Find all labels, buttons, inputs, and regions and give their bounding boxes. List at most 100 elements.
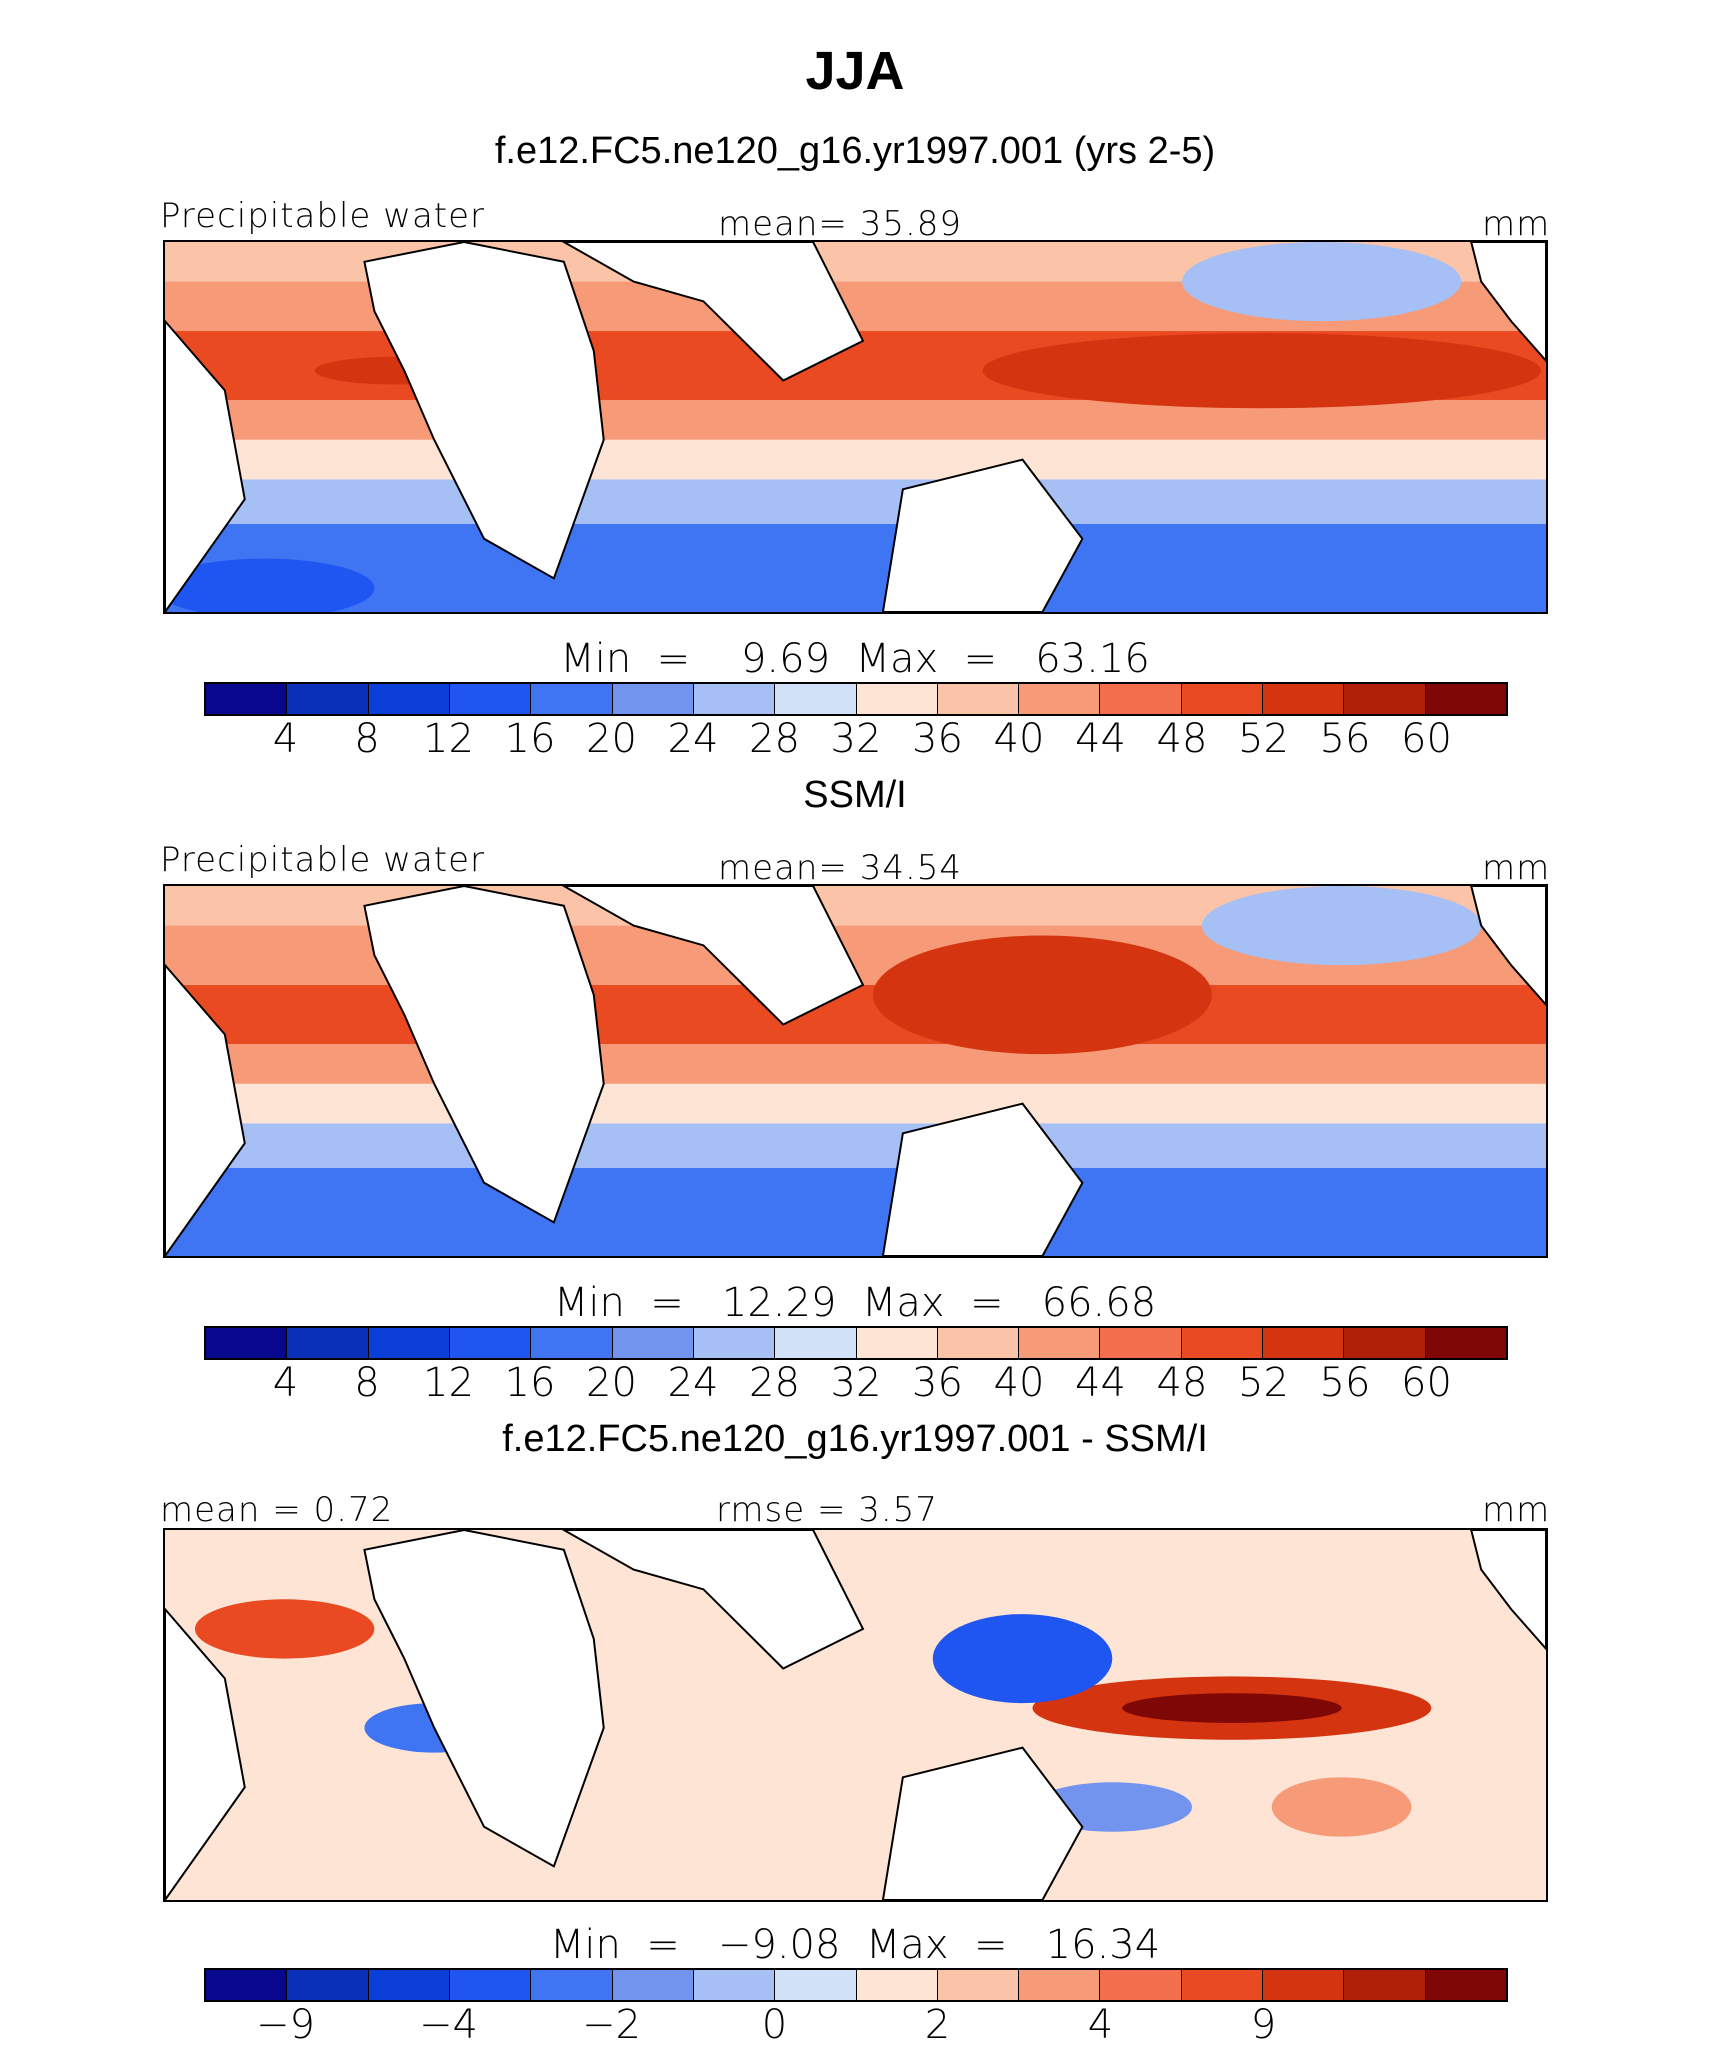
colorbar-swatch <box>449 684 532 714</box>
panel-2-ticks: 4 8 12 16 20 24 28 32 36 40 44 48 52 56 60 <box>0 1360 1710 1410</box>
colorbar-swatch <box>1344 1970 1426 2000</box>
field-feature <box>165 558 375 612</box>
panel-1-ticks: 4 8 12 16 20 24 28 32 36 40 44 48 52 56 60 <box>0 716 1710 766</box>
colorbar-swatch <box>206 684 288 714</box>
colorbar-swatch <box>1100 1970 1182 2000</box>
colorbar-tick-label: 52 <box>1238 716 1289 762</box>
colorbar-swatch <box>693 1970 776 2000</box>
panel-2-minmax: Min = 12.29 Max = 66.68 <box>553 1280 1157 1326</box>
colorbar-swatch <box>1263 1970 1345 2000</box>
colorbar-swatch <box>206 1970 288 2000</box>
continent-south-america <box>165 963 246 1256</box>
colorbar-tick-label: 16 <box>504 1360 556 1406</box>
colorbar-tick-label: 9 <box>1250 2002 1277 2048</box>
colorbar-swatch <box>1425 684 1506 714</box>
colorbar-tick-label: 60 <box>1401 1360 1452 1406</box>
field-feature <box>872 935 1212 1055</box>
field-feature <box>1201 886 1482 966</box>
continent-africa <box>363 242 605 580</box>
colorbar-swatch <box>1181 1970 1264 2000</box>
colorbar-swatch <box>1100 1328 1182 1358</box>
colorbar-swatch <box>612 1328 694 1358</box>
colorbar-tick-label: 0 <box>761 2002 788 2048</box>
colorbar-swatch <box>449 1970 532 2000</box>
colorbar-tick-label: 44 <box>1075 1360 1126 1406</box>
colorbar-swatch <box>449 1328 532 1358</box>
panel-2-title: SSM/I <box>803 774 907 816</box>
panel-3-minmax: Min = −9.08 Max = 16.34 <box>549 1922 1161 1968</box>
panel-3-title: f.e12.FC5.ne120_g16.yr1997.001 - SSM/I <box>502 1418 1208 1460</box>
field-band <box>165 1167 1546 1256</box>
colorbar-swatch <box>937 1970 1020 2000</box>
colorbar-tick-label: 40 <box>993 1360 1045 1406</box>
colorbar-swatch <box>856 1970 938 2000</box>
colorbar-tick-label: 32 <box>830 716 882 762</box>
colorbar-tick-label: 16 <box>504 716 556 762</box>
colorbar-swatch <box>612 1970 694 2000</box>
colorbar-swatch <box>1263 684 1345 714</box>
colorbar-tick-label: 24 <box>667 1360 719 1406</box>
colorbar-swatch <box>693 1328 776 1358</box>
colorbar-swatch <box>1344 684 1426 714</box>
continent-americas <box>1470 886 1546 1007</box>
continent-americas <box>1470 242 1546 363</box>
main-title: JJA <box>805 41 905 101</box>
panel-3-units-label: mm <box>1482 1490 1551 1530</box>
colorbar-tick-label: 4 <box>272 1360 299 1406</box>
colorbar-tick-label: 2 <box>924 2002 951 2048</box>
colorbar-swatch <box>368 684 450 714</box>
colorbar-swatch <box>287 684 369 714</box>
colorbar-tick-label: 52 <box>1238 1360 1289 1406</box>
colorbar-tick-label: −2 <box>582 2002 641 2048</box>
colorbar-swatch <box>775 1970 857 2000</box>
panel-2-variable-label: Precipitable water <box>160 840 486 880</box>
colorbar-tick-label: 8 <box>354 1360 380 1406</box>
panel-2-mean-label: mean= 34.54 <box>718 848 963 888</box>
panel-1-map <box>163 240 1548 614</box>
panel-1-field <box>165 242 1546 612</box>
colorbar-tick-label: 44 <box>1075 716 1126 762</box>
colorbar-tick-label: −4 <box>419 2002 478 2048</box>
colorbar-tick-label: 56 <box>1319 1360 1371 1406</box>
panel-1-colorbar <box>204 682 1508 716</box>
continent-asia <box>561 242 865 382</box>
colorbar-swatch <box>287 1328 369 1358</box>
panel-1-mean-label: mean= 35.89 <box>718 204 963 244</box>
continent-south-america <box>165 319 246 612</box>
colorbar-swatch <box>531 1970 613 2000</box>
colorbar-tick-label: 36 <box>912 1360 963 1406</box>
colorbar-tick-label: 48 <box>1156 1360 1208 1406</box>
colorbar-tick-label: 4 <box>272 716 299 762</box>
field-band <box>165 1123 1546 1168</box>
colorbar-swatch <box>1425 1328 1506 1358</box>
colorbar-swatch <box>937 1328 1020 1358</box>
continent-americas <box>1470 1530 1546 1651</box>
field-band <box>165 984 1546 1045</box>
field-feature <box>932 1614 1113 1704</box>
colorbar-swatch <box>937 684 1020 714</box>
continent-africa <box>363 886 605 1224</box>
colorbar-tick-label: 36 <box>912 716 963 762</box>
panel-1-minmax: Min = 9.69 Max = 63.16 <box>560 636 1150 682</box>
colorbar-swatch <box>775 1328 857 1358</box>
colorbar-swatch <box>531 1328 613 1358</box>
continent-africa <box>363 1530 605 1868</box>
colorbar-swatch <box>856 1328 938 1358</box>
panel-2-colorbar <box>204 1326 1508 1360</box>
field-feature <box>1182 242 1462 322</box>
colorbar-tick-label: 32 <box>830 1360 882 1406</box>
field-band <box>165 1083 1546 1124</box>
field-band <box>165 1044 1546 1084</box>
colorbar-swatch <box>856 684 938 714</box>
panel-3-colorbar <box>204 1968 1508 2002</box>
colorbar-swatch <box>1344 1328 1426 1358</box>
panel-1-title: f.e12.FC5.ne120_g16.yr1997.001 (yrs 2-5) <box>494 130 1216 172</box>
continent-asia <box>561 1530 865 1670</box>
continent-australia <box>881 458 1084 612</box>
colorbar-tick-label: 28 <box>749 1360 800 1406</box>
colorbar-swatch <box>1100 684 1182 714</box>
panel-1-variable-label: Precipitable water <box>160 196 486 236</box>
panel-3-mean-label: mean = 0.72 <box>160 1490 394 1530</box>
field-feature <box>982 333 1542 409</box>
colorbar-tick-label: 24 <box>667 716 719 762</box>
